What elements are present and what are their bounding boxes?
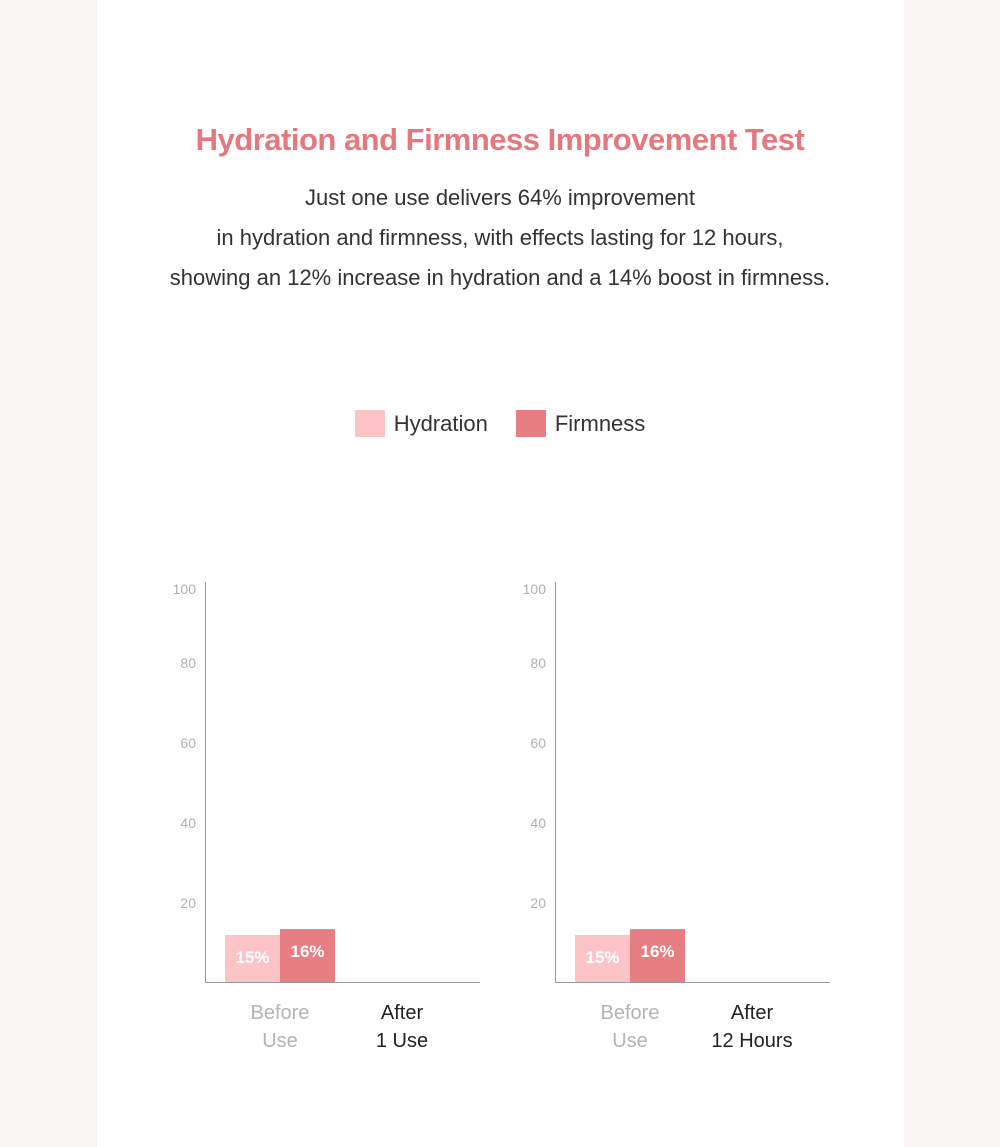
legend-swatch-firmness (515, 410, 546, 437)
x-category-label: 1 Use (376, 1030, 428, 1052)
y-tick-label: 40 (530, 815, 546, 831)
bar-value-label: 16% (640, 942, 674, 961)
bar-firmness (280, 929, 335, 982)
bar-hydration (225, 934, 280, 982)
legend-swatch-hydration (354, 410, 385, 437)
bar-value-label: 16% (290, 942, 324, 961)
x-category-label: Use (262, 1030, 298, 1052)
bar-value-label: 15% (585, 948, 619, 967)
x-category-label: 12 Hours (711, 1030, 792, 1052)
legend-label-firmness: Firmness (554, 410, 646, 436)
y-tick-label: 80 (180, 655, 196, 671)
subtitle-line-3: showing an 12% increase in hydration and… (169, 265, 831, 290)
x-category-label: Use (612, 1030, 648, 1052)
subtitle-line-2: in hydration and firmness, with effects … (216, 225, 784, 250)
chart-after-12-hours: 20 40 60 80 100 15% 16% Before Use After 12 Hours (523, 581, 830, 1052)
chart-legend: Hydration Firmness (0, 410, 1000, 437)
x-category-label: Before (601, 1002, 660, 1024)
bar-firmness (630, 929, 685, 982)
y-tick-label: 40 (180, 815, 196, 831)
x-category-label: Before (251, 1002, 310, 1024)
bar-value-label: 15% (235, 948, 269, 967)
legend-item-firmness: Firmness (515, 410, 646, 437)
y-tick-label: 100 (173, 581, 197, 597)
x-category-label: After (381, 1002, 424, 1024)
y-tick-label: 20 (530, 895, 546, 911)
y-tick-label: 60 (530, 735, 546, 751)
bar-hydration (575, 934, 630, 982)
legend-item-hydration: Hydration (354, 410, 488, 437)
chart-after-1-use: 20 40 60 80 100 15% 16% Before Use After 1 Use (173, 581, 480, 1052)
page-title: Hydration and Firmness Improvement Test (195, 122, 805, 157)
y-tick-label: 100 (523, 581, 547, 597)
subtitle-line-1: Just one use delivers 64% improvement (304, 185, 696, 210)
subtitle: Just one use delivers 64% improvement in… (0, 178, 1000, 298)
y-tick-label: 80 (530, 655, 546, 671)
y-tick-label: 60 (180, 735, 196, 751)
y-tick-label: 20 (180, 895, 196, 911)
legend-label-hydration: Hydration (393, 410, 488, 436)
x-category-label: After (731, 1002, 774, 1024)
